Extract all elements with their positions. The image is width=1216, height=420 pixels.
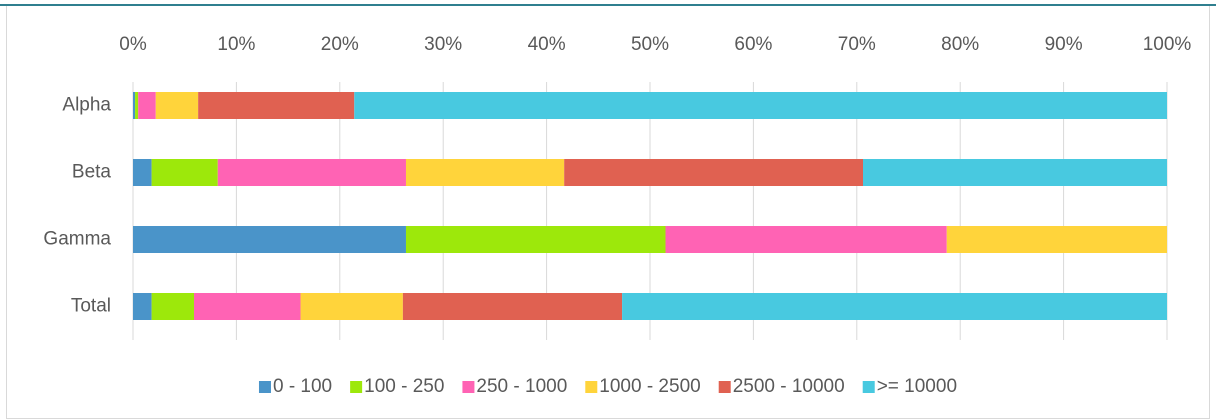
x-tick-label: 100% [1143, 34, 1192, 55]
legend-label: >= 10000 [877, 376, 957, 397]
bar-segment [155, 92, 199, 119]
bar-segment [405, 226, 666, 253]
x-tick-label: 10% [217, 34, 255, 55]
bar-segment [198, 92, 355, 119]
legend-swatch [585, 381, 598, 393]
x-tick-label: 40% [528, 34, 566, 55]
legend-label: 0 - 100 [273, 376, 332, 397]
bar-segment [135, 92, 139, 119]
bar-segment [133, 92, 136, 119]
legend-label: 2500 - 10000 [733, 376, 845, 397]
bar-segment [133, 226, 406, 253]
bar-segment [133, 159, 152, 186]
bar-segment [665, 226, 947, 253]
x-tick-label: 60% [734, 34, 772, 55]
bar-segment [151, 293, 195, 320]
bar-segment [300, 293, 403, 320]
x-tick-label: 90% [1045, 34, 1083, 55]
y-tick-label: Total [71, 296, 111, 317]
x-tick-label: 20% [321, 34, 359, 55]
legend-swatch [462, 381, 475, 393]
frame [6, 5, 1210, 419]
x-tick-label: 30% [424, 34, 462, 55]
bar-segment [405, 159, 565, 186]
legend-swatch [350, 381, 363, 393]
legend-label: 1000 - 2500 [599, 376, 700, 397]
x-tick-label: 0% [119, 34, 147, 55]
x-tick-label: 70% [838, 34, 876, 55]
legend-label: 100 - 250 [364, 376, 444, 397]
legend-label: 250 - 1000 [476, 376, 567, 397]
y-tick-label: Alpha [62, 95, 111, 116]
bar-segment [151, 159, 218, 186]
legend-swatch [718, 381, 731, 393]
legend-swatch [258, 381, 271, 393]
bar-segment [217, 159, 406, 186]
bar-segment [564, 159, 864, 186]
bar-segment [138, 92, 156, 119]
x-tick-label: 50% [631, 34, 669, 55]
bar-segment [354, 92, 1167, 119]
y-tick-label: Beta [72, 162, 112, 183]
x-tick-label: 80% [941, 34, 979, 55]
bar-segment [622, 293, 1167, 320]
bar-segment [133, 293, 152, 320]
bar-segment [194, 293, 301, 320]
bar-segment [946, 226, 1167, 253]
bar-segment [402, 293, 623, 320]
bar-segment [863, 159, 1167, 186]
y-tick-label: Gamma [43, 229, 111, 250]
legend-swatch [862, 381, 875, 393]
